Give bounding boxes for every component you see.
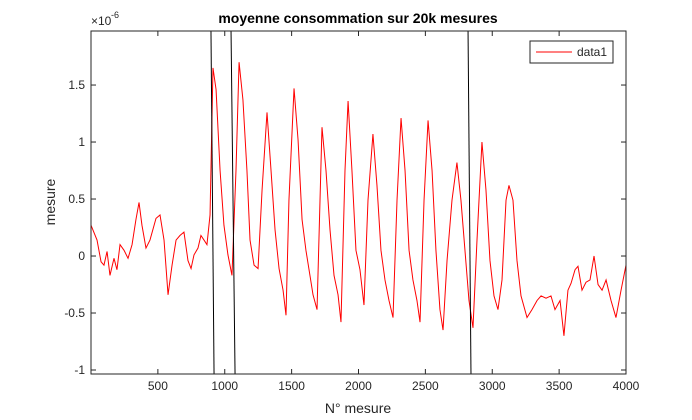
vertical-marker	[467, 30, 472, 375]
y-tick-label: 0.5	[68, 192, 85, 206]
x-tick-label: 1000	[211, 379, 238, 393]
x-tick-label: 500	[148, 379, 168, 393]
x-tick-label: 3500	[546, 379, 573, 393]
y-axis-label: mesure	[42, 178, 58, 225]
chart-title: moyenne consommation sur 20k mesures	[218, 10, 498, 26]
y-tick-label: 1	[78, 135, 85, 149]
vertical-marker	[210, 30, 215, 375]
data-line	[90, 62, 627, 336]
axes-box	[90, 30, 627, 375]
x-tick-label: 3000	[479, 379, 506, 393]
y-multiplier-base: ×10	[91, 14, 112, 28]
y-tick-label: -0.5	[64, 306, 85, 320]
x-tick-label: 4000	[613, 379, 640, 393]
plot-area	[91, 31, 626, 374]
y-tick-label: 0	[78, 249, 85, 263]
x-tick-label: 2500	[412, 379, 439, 393]
y-tick-label: -1	[74, 363, 85, 377]
x-tick-label: 2000	[345, 379, 372, 393]
y-tick-label: 1.5	[68, 78, 85, 92]
vertical-marker	[230, 30, 236, 375]
x-tick-label: 1500	[278, 379, 305, 393]
y-multiplier-exponent: -6	[111, 10, 119, 20]
x-axis-label: N° mesure	[325, 400, 391, 416]
legend-label: data1	[577, 45, 607, 59]
